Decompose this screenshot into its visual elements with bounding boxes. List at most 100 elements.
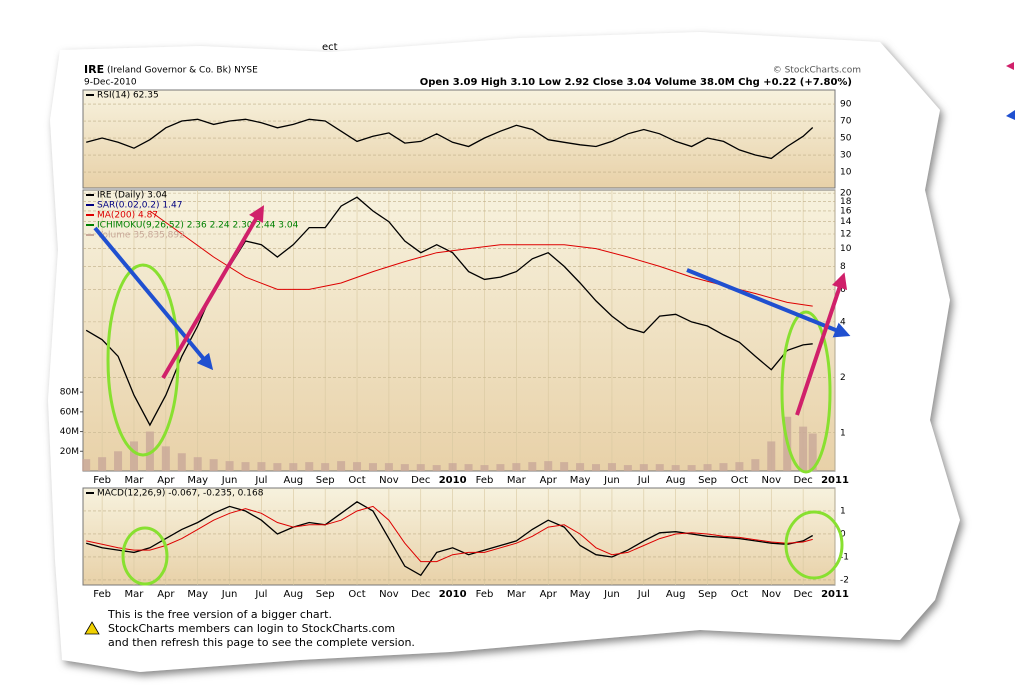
y2-tick-label: 80M xyxy=(60,388,79,398)
x-tick-label: May xyxy=(187,475,208,486)
volume-bar xyxy=(225,461,234,471)
x-tick-label: Apr xyxy=(540,589,558,600)
stray-text: ect xyxy=(322,42,338,53)
volume-bar xyxy=(193,457,202,471)
y-tick-label: -1 xyxy=(840,552,849,562)
x-tick-label: Nov xyxy=(762,475,782,486)
y-tick-label: 12 xyxy=(840,229,851,239)
x-tick-label: Mar xyxy=(507,475,527,486)
highlight-ellipse xyxy=(780,310,832,474)
volume-bar xyxy=(735,462,744,471)
volume-bar xyxy=(512,463,521,471)
y-tick-label: 1 xyxy=(840,428,846,438)
volume-bar xyxy=(464,464,473,471)
legend-entry: Volume 35,835,892 xyxy=(97,231,185,241)
x-tick-label: Oct xyxy=(731,475,748,486)
symbol: IRE xyxy=(84,63,104,76)
x-tick-label: Oct xyxy=(348,475,365,486)
volume-bar xyxy=(177,453,186,471)
x-tick-label: Jun xyxy=(603,589,620,600)
volume-bar xyxy=(544,461,553,471)
x-tick-label: Jun xyxy=(603,475,620,486)
volume-bar xyxy=(353,462,362,471)
x-tick-label: 2010 xyxy=(439,475,467,486)
volume-bar xyxy=(767,441,776,471)
volume-bar xyxy=(400,464,409,471)
volume-bar xyxy=(384,463,393,471)
volume-bar xyxy=(432,465,441,471)
x-tick-label: Oct xyxy=(731,589,748,600)
x-tick-label: Jun xyxy=(221,589,238,600)
arrow xyxy=(161,205,265,380)
x-tick-label: Mar xyxy=(125,475,145,486)
volume-bar xyxy=(98,457,107,471)
plot-area xyxy=(82,189,836,472)
volume-bar xyxy=(655,464,664,471)
x-tick-label: Dec xyxy=(793,475,812,486)
x-tick-label: Feb xyxy=(93,475,111,486)
volume-bar xyxy=(82,459,91,471)
volume-bar xyxy=(305,462,314,471)
volume-bar xyxy=(496,464,505,471)
volume-bar xyxy=(273,463,282,471)
footer-line: StockCharts members can login to StockCh… xyxy=(108,622,395,635)
y-tick-label: 0 xyxy=(840,529,846,539)
x-tick-label: Aug xyxy=(284,589,304,600)
volume-bar xyxy=(448,463,457,471)
volume-bar xyxy=(289,463,298,471)
x-tick-label: 2010 xyxy=(439,589,467,600)
series-line xyxy=(86,505,813,563)
volume-bar xyxy=(114,451,123,471)
y-tick-label: 1 xyxy=(840,506,846,516)
legend-entry: ICHIMOKU(9,26,52) 2.36 2.24 2.30 2.44 3.… xyxy=(97,221,299,231)
x-tick-label: Feb xyxy=(476,589,494,600)
x-tick-label: May xyxy=(187,589,208,600)
x-tick-label: Feb xyxy=(476,475,494,486)
x-tick-label: Apr xyxy=(157,589,175,600)
y-tick-label: -2 xyxy=(840,575,849,585)
arrow xyxy=(686,268,851,338)
y-tick-label: 90 xyxy=(840,100,852,110)
x-tick-label: Jul xyxy=(637,589,650,600)
volume-bar xyxy=(560,462,569,471)
x-tick-label: Apr xyxy=(540,475,558,486)
x-tick-label: Mar xyxy=(507,589,527,600)
series-line xyxy=(86,118,814,160)
x-tick-label: Sep xyxy=(698,589,717,600)
plot-area xyxy=(82,89,836,189)
volume-bar xyxy=(719,463,728,471)
volume-bar xyxy=(209,459,218,471)
volume-bar xyxy=(241,462,250,471)
y-tick-label: 4 xyxy=(840,317,846,327)
legend-entry: SAR(0.02,0.2) 1.47 xyxy=(97,201,182,211)
x-tick-label: Jul xyxy=(637,475,650,486)
y-tick-label: 10 xyxy=(840,244,852,254)
warning-icon xyxy=(84,621,100,635)
x-tick-label: Dec xyxy=(793,589,812,600)
footer-line: This is the free version of a bigger cha… xyxy=(107,608,332,621)
volume-bar xyxy=(799,426,808,471)
volume-bar xyxy=(161,446,170,471)
arrow-fragment xyxy=(1006,62,1014,70)
legend-entry: MACD(12,26,9) -0.067, -0.235, 0.168 xyxy=(97,489,264,499)
volume-bar xyxy=(576,463,585,471)
highlight-ellipse xyxy=(121,526,169,586)
y-tick-label: 14 xyxy=(840,217,852,227)
annotations xyxy=(93,205,851,586)
volume-bar xyxy=(129,441,138,471)
volume-bar xyxy=(416,464,425,471)
volume-bar xyxy=(321,463,330,471)
y2-tick-label: 20M xyxy=(60,447,79,457)
y-tick-label: 50 xyxy=(840,134,852,144)
y-tick-label: 10 xyxy=(840,168,852,178)
volume-bar xyxy=(337,461,346,471)
y-tick-label: 70 xyxy=(840,117,852,127)
x-tick-label: Jun xyxy=(221,475,238,486)
x-tick-label: 2011 xyxy=(821,589,849,600)
highlight-ellipse xyxy=(784,510,844,580)
y-tick-label: 8 xyxy=(840,262,846,272)
y-tick-label: 16 xyxy=(840,206,852,216)
x-tick-label: 2011 xyxy=(821,475,849,486)
